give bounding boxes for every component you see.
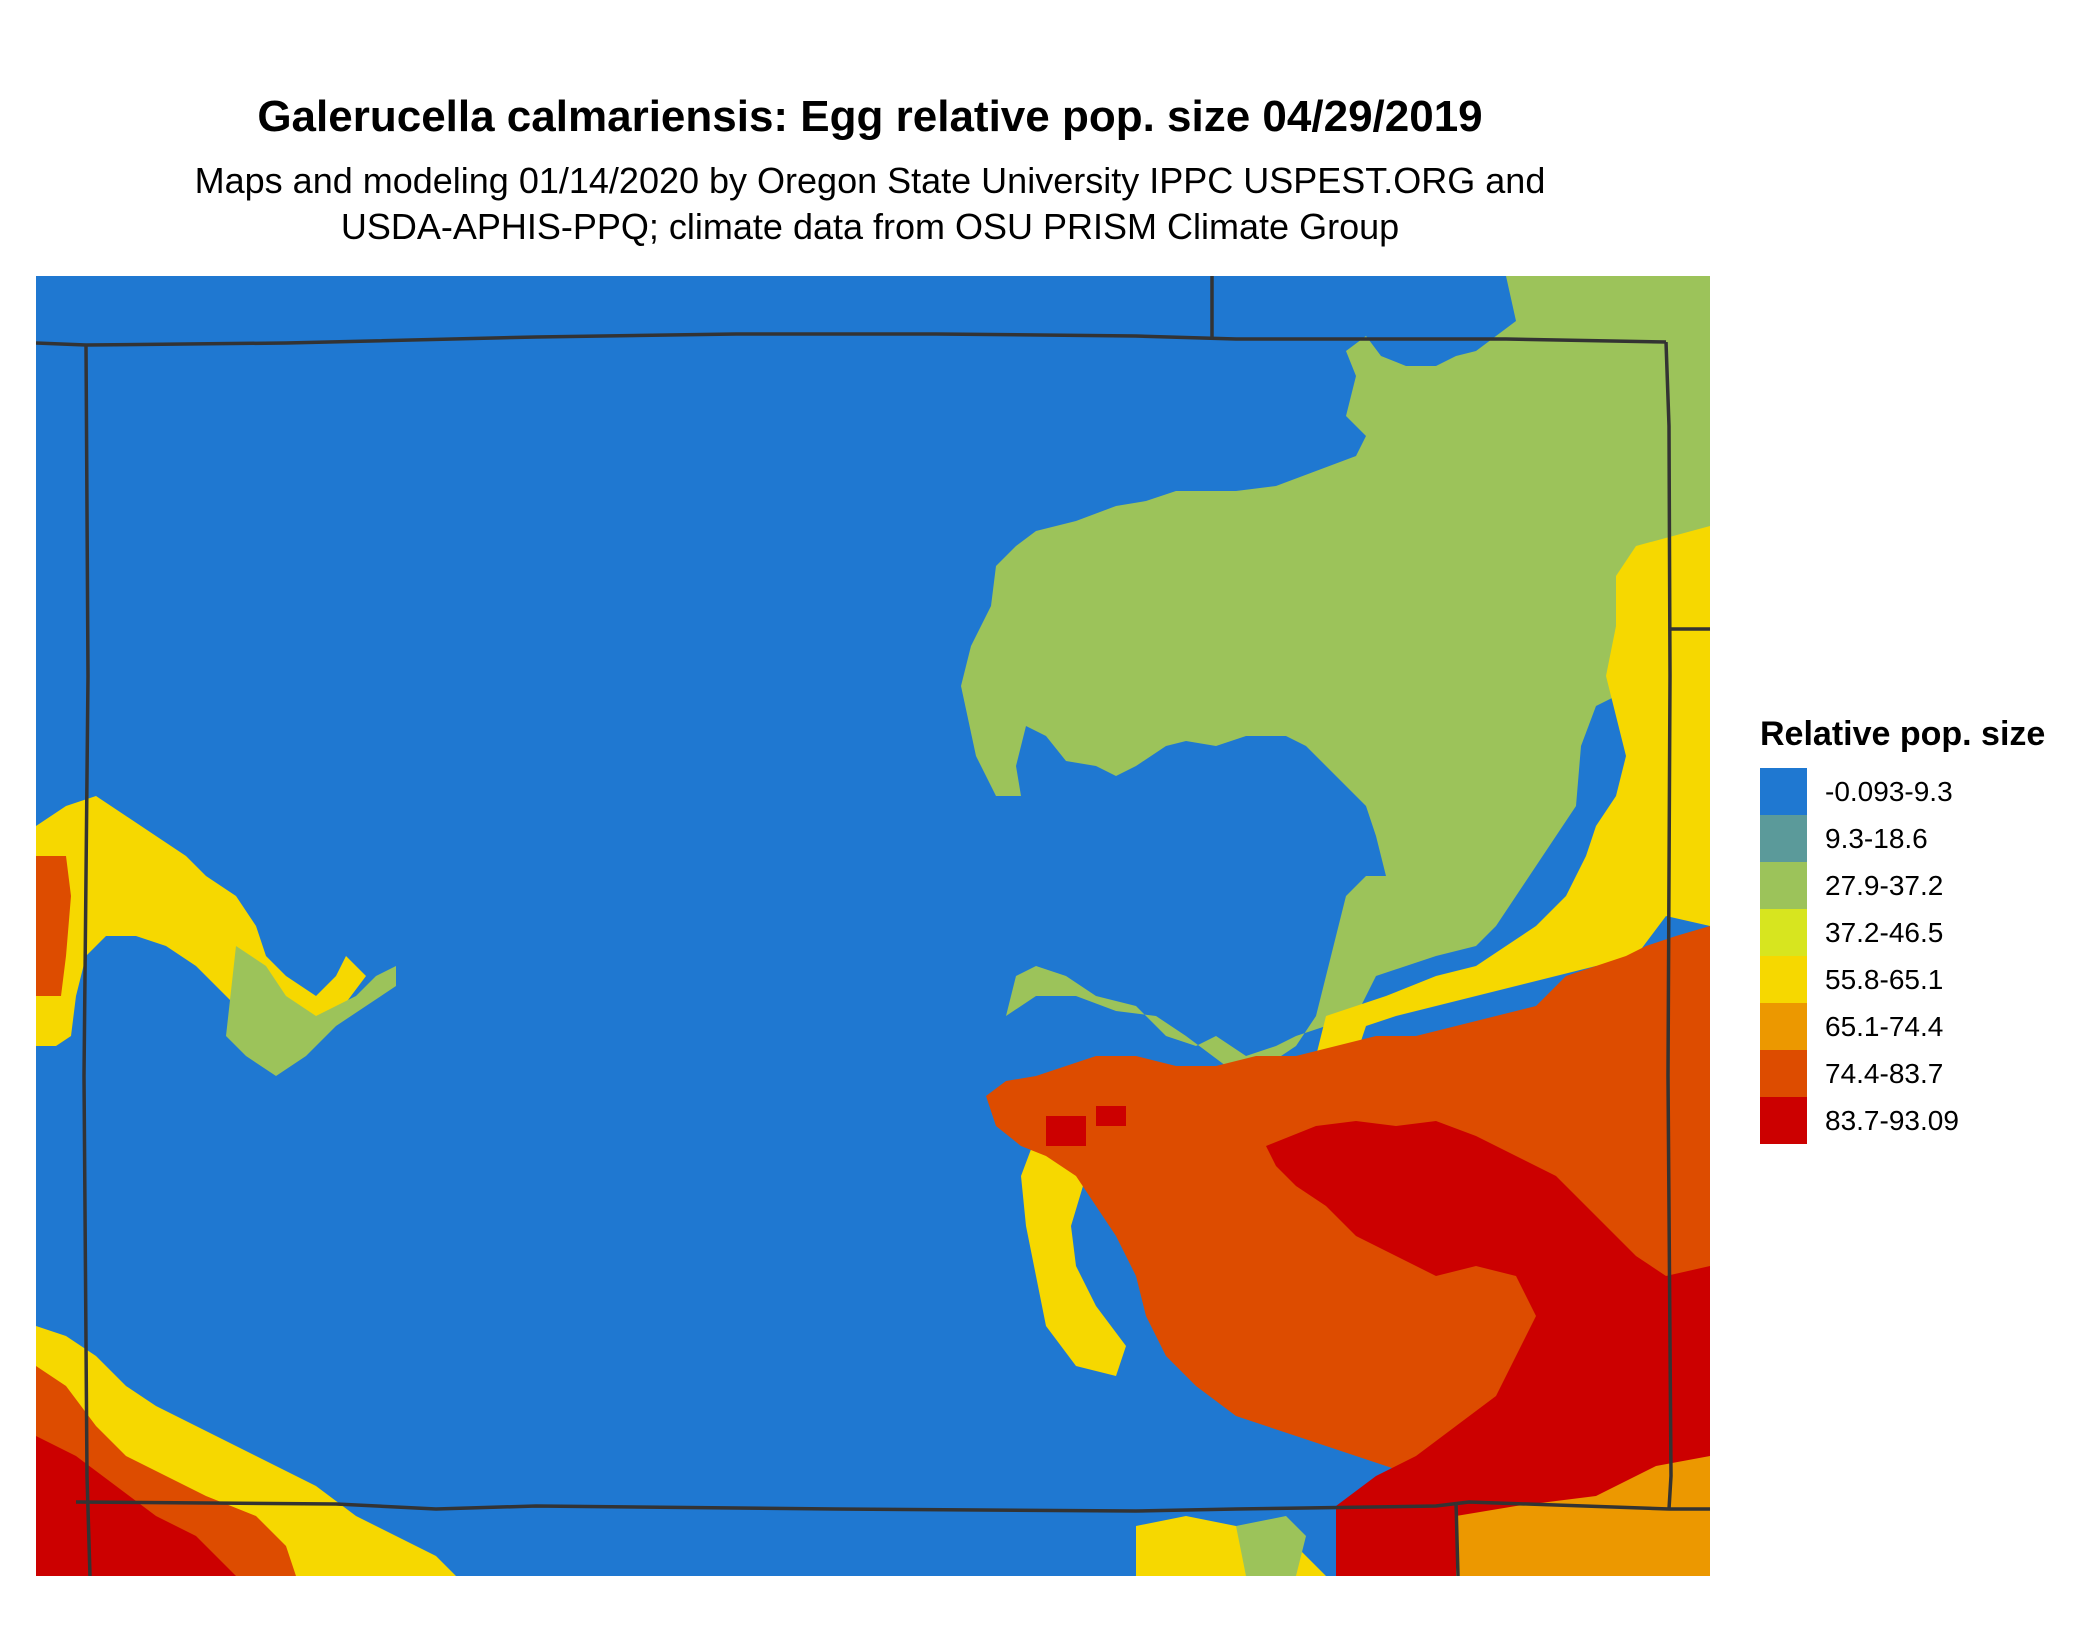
- legend-label: 55.8-65.1: [1825, 964, 1944, 995]
- legend-label: -0.093-9.3: [1825, 776, 1953, 807]
- legend-swatch: [1760, 1003, 1807, 1050]
- legend-swatch: [1760, 1097, 1807, 1144]
- legend-swatch: [1760, 768, 1807, 815]
- zone-green-west: [226, 946, 396, 1076]
- legend-swatch: [1760, 909, 1807, 956]
- map-subtitle-line-1: Maps and modeling 01/14/2020 by Oregon S…: [194, 160, 1546, 201]
- zone-red-patch-2: [1096, 1106, 1126, 1126]
- legend-label: 27.9-37.2: [1825, 870, 1944, 901]
- map-subtitle-line-2: USDA-APHIS-PPQ; climate data from OSU PR…: [340, 206, 1400, 247]
- legend-label: 65.1-74.4: [1825, 1011, 1944, 1042]
- zone-green-south-central: [1236, 1516, 1306, 1576]
- zone-red-core: [1266, 1121, 1710, 1576]
- zone-yellow-east: [1021, 526, 1710, 1376]
- legend-label: 83.7-93.09: [1825, 1105, 1959, 1136]
- legend-label: 74.4-83.7: [1825, 1058, 1944, 1089]
- legend-swatch: [1760, 1050, 1807, 1097]
- map-title: Galerucella calmariensis: Egg relative p…: [257, 92, 1483, 141]
- legend-label: 37.2-46.5: [1825, 917, 1944, 948]
- legend-swatch: [1760, 815, 1807, 862]
- zone-yellow-west: [36, 796, 366, 1046]
- zone-green-northeast: [961, 276, 1710, 1066]
- zone-red-west: [36, 856, 71, 996]
- legend-label: 9.3-18.6: [1825, 823, 1928, 854]
- zone-red-patch-1: [1046, 1116, 1086, 1146]
- zone-orange-southeast-corner: [1456, 1456, 1710, 1576]
- raster-map: [36, 276, 1710, 1576]
- legend-swatch: [1760, 862, 1807, 909]
- legend-swatch: [1760, 956, 1807, 1003]
- state-boundaries: [36, 276, 1710, 1576]
- legend-title: Relative pop. size: [1760, 715, 2046, 753]
